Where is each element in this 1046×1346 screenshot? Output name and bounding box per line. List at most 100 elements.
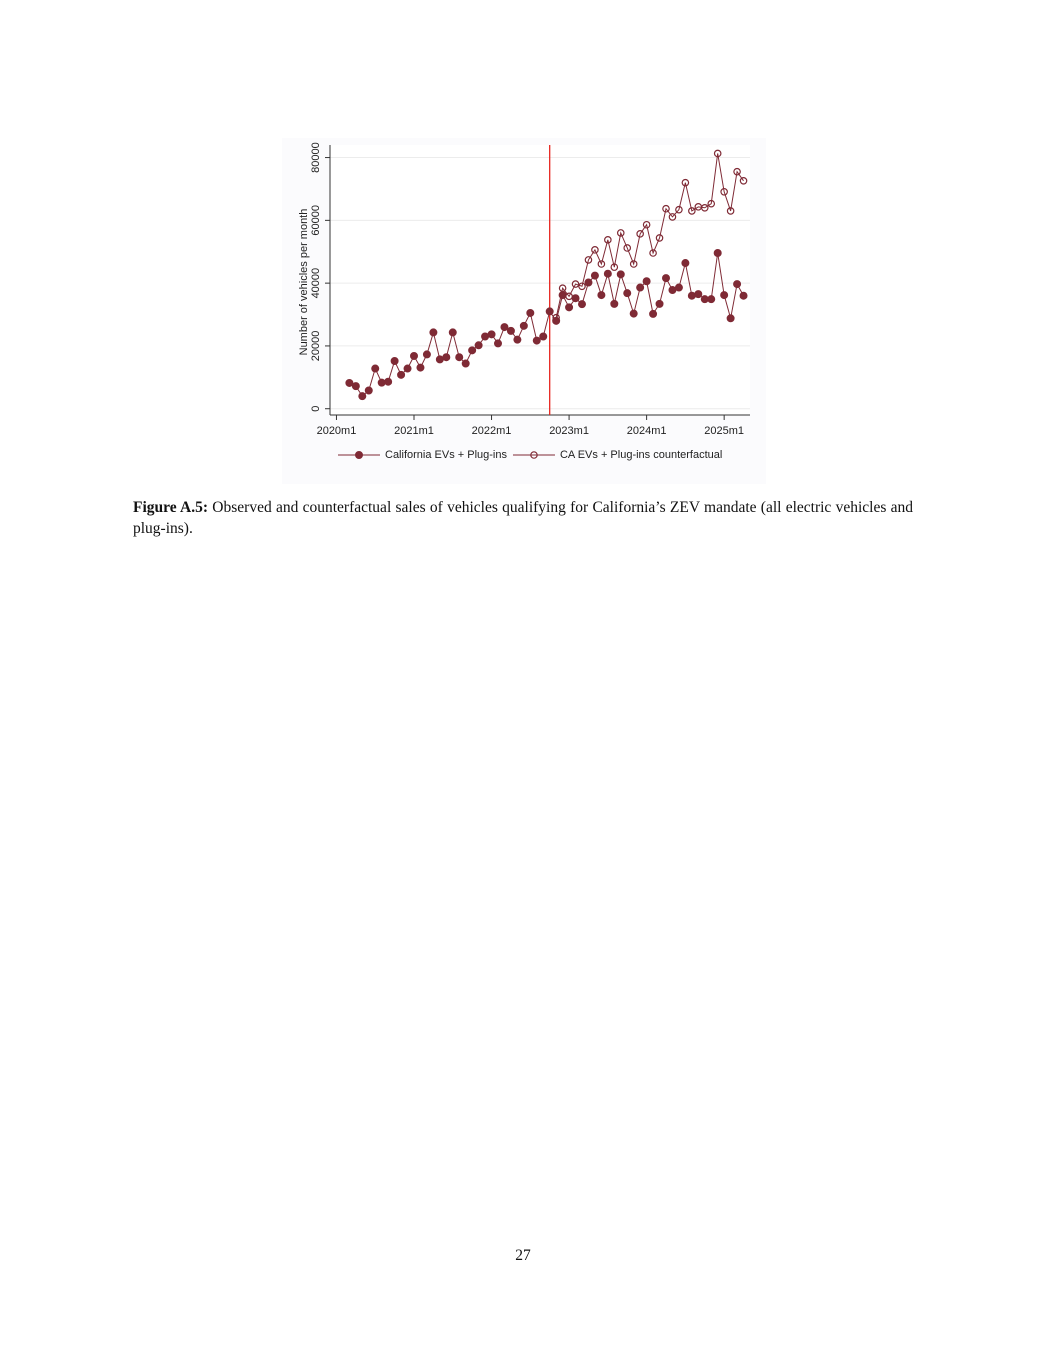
data-point [481, 332, 490, 341]
data-point [345, 378, 354, 387]
y-axis-title: Number of vehicles per month [298, 209, 310, 356]
data-point [590, 271, 599, 280]
data-point [526, 308, 535, 317]
plot-area [330, 145, 750, 415]
x-tick-label: 2021m1 [394, 425, 434, 437]
data-point [694, 290, 703, 299]
data-point [410, 351, 419, 360]
data-point [558, 284, 567, 292]
data-point [604, 236, 612, 244]
data-point [565, 292, 573, 301]
data-point [616, 270, 625, 279]
page-number: 27 [515, 1247, 531, 1264]
data-point [429, 328, 438, 337]
series-line [555, 153, 744, 318]
data-point [565, 303, 574, 312]
data-point [707, 199, 716, 208]
data-point [649, 309, 658, 318]
data-point [720, 187, 728, 196]
data-point [390, 357, 399, 366]
legend-marker [530, 451, 538, 459]
data-point [571, 280, 580, 288]
data-point [687, 291, 696, 300]
data-point [584, 256, 593, 264]
data-point [513, 335, 522, 344]
data-point [726, 207, 735, 215]
data-point [642, 220, 651, 229]
data-point [461, 359, 470, 368]
data-point [474, 341, 483, 350]
data-point [591, 246, 599, 254]
data-point [623, 289, 632, 298]
data-point [539, 332, 548, 341]
x-tick-label: 2022m1 [472, 425, 512, 437]
y-tick-label: 60000 [310, 205, 322, 236]
caption-text: Observed and counterfactual sales of veh… [133, 499, 914, 537]
data-point [726, 314, 735, 323]
data-point [681, 178, 690, 187]
y-tick-label: 40000 [310, 268, 322, 299]
data-point [739, 176, 748, 185]
data-point [610, 263, 619, 271]
data-point [494, 339, 503, 348]
data-point [675, 205, 683, 214]
data-point [616, 229, 625, 237]
data-point [358, 392, 367, 401]
data-point [422, 350, 431, 359]
data-point [700, 295, 709, 304]
data-point [442, 353, 451, 362]
data-point [377, 378, 386, 387]
data-point [468, 346, 477, 355]
data-point [571, 294, 580, 303]
data-point [668, 286, 677, 295]
data-point [545, 307, 554, 316]
data-point [649, 249, 657, 257]
data-point [364, 386, 373, 395]
data-point [681, 259, 690, 268]
data-point [584, 278, 593, 287]
data-point [371, 364, 380, 373]
data-point [487, 330, 496, 339]
caption-label: Figure A.5: [133, 499, 209, 516]
data-point [739, 291, 748, 300]
data-point [603, 269, 612, 278]
data-point [636, 230, 644, 238]
data-point [597, 291, 606, 300]
y-tick-label: 20000 [310, 331, 322, 362]
data-point [384, 377, 393, 386]
data-point [720, 291, 729, 300]
data-point [351, 382, 360, 391]
data-point [448, 328, 457, 337]
data-point [552, 313, 560, 322]
data-point [733, 280, 742, 289]
data-point [455, 353, 464, 362]
data-point [506, 326, 515, 335]
legend-label: California EVs + Plug-ins [385, 449, 507, 461]
data-point [629, 260, 638, 268]
data-point [416, 363, 425, 372]
data-point [668, 213, 677, 221]
data-point [655, 234, 664, 242]
data-point [629, 309, 638, 318]
data-point [642, 277, 651, 286]
data-point [688, 207, 696, 215]
data-point [707, 295, 716, 304]
data-point [623, 244, 632, 252]
x-tick-label: 2020m1 [317, 425, 357, 437]
data-point [500, 323, 509, 332]
x-tick-label: 2025m1 [704, 425, 744, 437]
data-point [519, 321, 528, 330]
data-point [435, 355, 444, 364]
data-point [662, 204, 670, 213]
data-point [674, 283, 683, 292]
data-point [397, 370, 406, 379]
data-point [713, 149, 722, 158]
y-tick-label: 80000 [310, 142, 322, 173]
data-point [661, 274, 670, 283]
x-tick-label: 2024m1 [627, 425, 667, 437]
data-point [597, 260, 606, 268]
legend-label: CA EVs + Plug-ins counterfactual [560, 449, 722, 461]
chart: Number of vehicles per month 0 20000 40000… [282, 138, 766, 484]
legend-marker [355, 451, 364, 460]
